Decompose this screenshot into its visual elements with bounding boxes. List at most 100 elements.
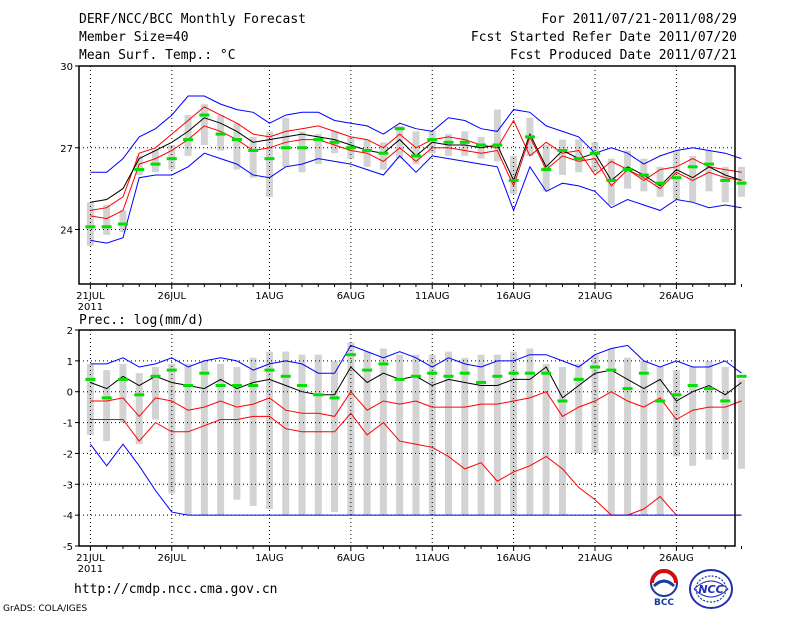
temperature-xtick-label-7: 21AUG <box>578 291 613 302</box>
temperature-median-2 <box>101 225 112 229</box>
temperature-median-33 <box>606 178 617 182</box>
precipitation-median-13 <box>280 374 291 378</box>
precipitation-box-3 <box>119 363 127 423</box>
temperature-box-26 <box>493 109 501 162</box>
temperature-box-31 <box>575 139 583 173</box>
precipitation-median-40 <box>720 399 731 403</box>
temperature-median-4 <box>134 168 145 172</box>
temperature-box-19 <box>379 142 387 170</box>
temperature-box-7 <box>184 115 192 156</box>
temperature-median-13 <box>280 146 291 150</box>
temperature-median-10 <box>231 138 242 142</box>
precipitation-median-12 <box>264 368 275 372</box>
temperature-median-24 <box>459 140 470 144</box>
precipitation-box-28 <box>526 348 534 516</box>
temperature-box-15 <box>314 134 322 165</box>
temperature-box-10 <box>233 123 241 170</box>
precipitation-box-39 <box>705 360 713 460</box>
precipitation-box-37 <box>672 370 680 457</box>
temperature-median-25 <box>476 143 487 147</box>
precipitation-box-26 <box>493 354 501 516</box>
precipitation-box-4 <box>135 373 143 445</box>
precipitation-median-30 <box>557 399 568 403</box>
precipitation-box-38 <box>689 367 697 466</box>
temperature-box-14 <box>298 131 306 173</box>
precipitation-box-20 <box>396 354 404 516</box>
precipitation-median-41 <box>736 374 747 378</box>
temperature-ytick-label-2: 27 <box>60 144 73 155</box>
temperature-median-1 <box>85 225 96 229</box>
temperature-ytick-label-1: 24 <box>60 226 73 237</box>
temperature-median-37 <box>671 176 682 180</box>
temperature-xtick-label-3: 1AUG <box>255 291 283 302</box>
precipitation-median-10 <box>231 384 242 388</box>
temperature-median-39 <box>703 162 714 166</box>
temperature-median-36 <box>655 181 666 185</box>
precipitation-xtick-label-1: 21JUL <box>76 553 105 564</box>
temperature-box-3 <box>119 210 127 233</box>
precipitation-median-8 <box>199 371 210 375</box>
temperature-box-40 <box>721 166 729 203</box>
precipitation-xtick-label-8: 26AUG <box>659 553 694 564</box>
precipitation-median-31 <box>573 377 584 381</box>
precipitation-median-36 <box>655 399 666 403</box>
precipitation-xtick-label-4: 6AUG <box>337 553 365 564</box>
temperature-median-19 <box>378 151 389 155</box>
precipitation-median-24 <box>459 371 470 375</box>
temperature-median-21 <box>410 154 421 158</box>
temperature-median-35 <box>638 173 649 177</box>
precipitation-frame <box>78 329 736 547</box>
temperature-series-max <box>90 95 742 173</box>
ncc-logo: NCC <box>689 569 733 609</box>
precipitation-box-25 <box>477 354 485 516</box>
precipitation-xtick-label-6: 16AUG <box>496 553 531 564</box>
precipitation-box-33 <box>607 348 615 516</box>
precipitation-median-2 <box>101 396 112 400</box>
precipitation-ytick-label-8: 2 <box>67 326 73 337</box>
temperature-xtick-year-1: 2011 <box>78 302 103 313</box>
precipitation-median-20 <box>394 377 405 381</box>
precipitation-median-35 <box>638 371 649 375</box>
precipitation-median-27 <box>508 371 519 375</box>
temperature-median-27 <box>508 178 519 182</box>
precipitation-median-17 <box>345 353 356 357</box>
forecast-start-date: Fcst Started Refer Date 2011/07/20 <box>470 30 737 45</box>
precipitation-box-2 <box>103 370 111 442</box>
temperature-box-30 <box>558 139 566 175</box>
precipitation-median-22 <box>427 371 438 375</box>
precipitation-box-6 <box>168 363 176 494</box>
temperature-median-31 <box>573 157 584 161</box>
precipitation-box-17 <box>347 342 355 516</box>
precipitation-xtick-label-5: 11AUG <box>415 553 450 564</box>
precipitation-median-26 <box>492 374 503 378</box>
temperature-median-41 <box>736 181 747 185</box>
precipitation-series-lower <box>90 412 742 516</box>
precipitation-series-min <box>90 443 742 516</box>
temperature-median-9 <box>215 132 226 136</box>
temperature-box-1 <box>86 202 94 246</box>
temperature-xtick-label-4: 6AUG <box>337 291 365 302</box>
precipitation-median-3 <box>117 377 128 381</box>
precipitation-median-25 <box>476 380 487 384</box>
precipitation-median-9 <box>215 384 226 388</box>
temperature-median-28 <box>524 135 535 139</box>
precipitation-box-35 <box>640 360 648 516</box>
temperature-median-3 <box>117 222 128 226</box>
precipitation-ytick-label-7: 1 <box>67 357 73 368</box>
precipitation-xtick-year-1: 2011 <box>78 564 103 575</box>
precipitation-ytick-label-1: -5 <box>63 542 73 553</box>
precipitation-box-31 <box>575 363 583 454</box>
temperature-median-14 <box>297 146 308 150</box>
precipitation-median-29 <box>541 371 552 375</box>
precipitation-series-max <box>90 344 742 374</box>
precipitation-median-16 <box>329 396 340 400</box>
precipitation-box-15 <box>314 354 322 516</box>
precipitation-median-38 <box>687 384 698 388</box>
precipitation-box-5 <box>152 367 160 420</box>
temperature-box-8 <box>200 104 208 146</box>
precipitation-median-14 <box>297 384 308 388</box>
temperature-box-38 <box>689 155 697 203</box>
temperature-xtick-label-8: 26AUG <box>659 291 694 302</box>
temperature-median-16 <box>329 140 340 144</box>
